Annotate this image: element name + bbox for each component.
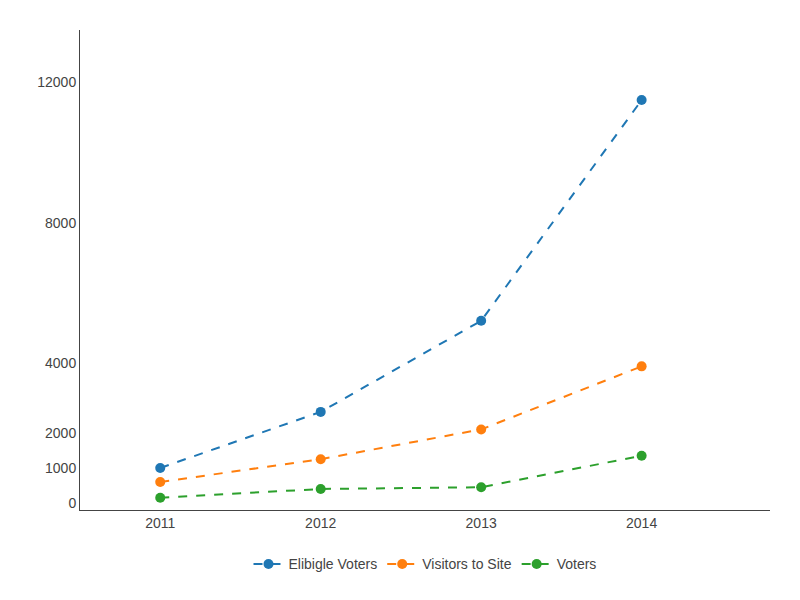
- svg-text:Visitors to Site: Visitors to Site: [422, 556, 511, 572]
- svg-text:2013: 2013: [466, 515, 497, 531]
- svg-text:2014: 2014: [626, 515, 657, 531]
- svg-text:Voters: Voters: [557, 556, 597, 572]
- svg-text:8000: 8000: [45, 215, 76, 231]
- svg-text:1000: 1000: [45, 460, 76, 476]
- svg-text:2000: 2000: [45, 425, 76, 441]
- svg-text:12000: 12000: [37, 74, 76, 90]
- svg-text:4000: 4000: [45, 355, 76, 371]
- svg-text:2012: 2012: [305, 515, 336, 531]
- svg-text:0: 0: [68, 495, 76, 511]
- svg-text:2011: 2011: [145, 515, 175, 531]
- svg-text:Elibigle Voters: Elibigle Voters: [289, 556, 378, 572]
